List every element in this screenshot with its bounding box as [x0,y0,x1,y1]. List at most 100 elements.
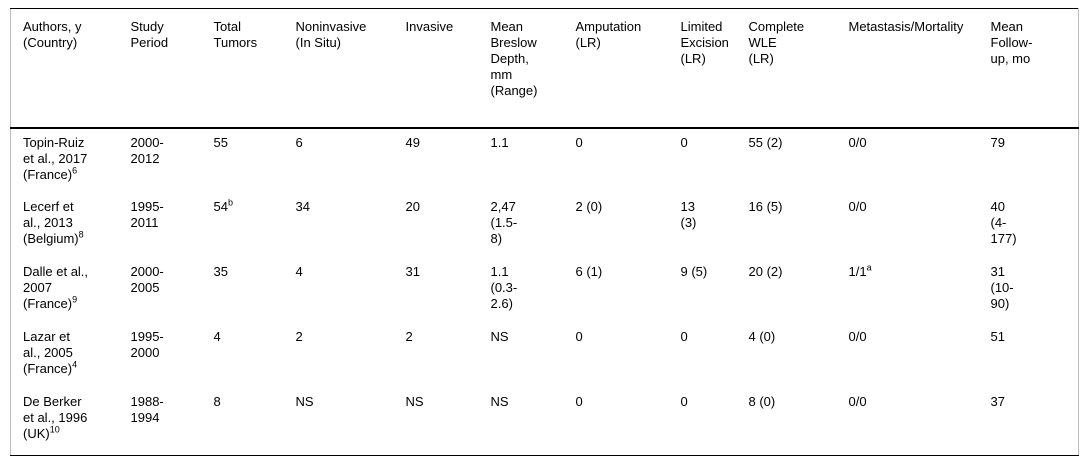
cell-value: 8 (0) [748,393,776,409]
cell-amputation: 0 [564,323,669,388]
cell-total-tumors: 8 [202,388,284,456]
cell-noninvasive: 4 [284,258,394,323]
cell-invasive: 20 [394,193,479,258]
col-header-follow-up: Mean Follow- up, mo [978,8,1079,129]
col-header-amputation: Amputation (LR) [563,8,669,129]
col-header-metastasis-mortality: Metastasis/Mortality [836,8,979,129]
cell-invasive: 2 [394,323,479,388]
cell-limited-excision: 9 (5) [669,258,737,323]
cell-value: 0/0 [848,134,867,150]
cell-total-tumors: 35 [202,258,284,323]
cell-limited-excision: 0 [669,323,737,388]
cell-follow-up: 40 (4- 177) [979,193,1079,258]
cell-value: 31 (10- 90) [990,263,1014,311]
cell-complete-wle: 8 (0) [737,388,837,456]
cell-noninvasive: NS [284,388,394,456]
cell-value: 34 [295,198,310,214]
column-header-label: Amputation (LR) [575,19,642,50]
cell-breslow-depth: NS [479,323,564,388]
cell-metastasis-mortality: 1/1a [837,258,979,323]
cell-value: 1995- 2011 [130,198,164,230]
cell-value: 1995- 2000 [130,328,164,360]
cell-authors: De Berker et al., 1996 (UK)10 [11,388,119,456]
row-dalle-2007: Dalle et al., 2007 (France)9 2000- 2005 … [11,258,1079,323]
column-header-label: Total Tumors [213,19,258,50]
cell-value: 31 [405,263,420,279]
col-header-authors: Authors, y (Country) [10,8,119,129]
cell-value: 0 [680,328,688,344]
cell-noninvasive: 2 [284,323,394,388]
cell-metastasis-mortality: 0/0 [837,128,979,193]
reference-superscript: 8 [78,229,84,240]
row-lazar-2005: Lazar et al., 2005 (France)4 1995- 2000 … [11,323,1079,388]
cell-value: 8 [213,393,221,409]
col-header-limited-excision: Limited Excision (LR) [668,8,737,129]
cell-value: 4 (0) [748,328,776,344]
cell-value: 37 [990,393,1005,409]
reference-superscript: 10 [49,424,60,435]
cell-value: 49 [405,134,420,150]
cell-value: 9 (5) [680,263,708,279]
cell-value: 2000- 2005 [130,263,164,295]
column-header-label: Invasive [405,19,454,34]
cell-value: Topin-Ruiz et al., 2017 (France) [23,134,88,182]
col-header-total-tumors: Total Tumors [201,8,284,129]
cell-invasive: NS [394,388,479,456]
cell-value: De Berker et al., 1996 (UK) [23,393,88,441]
cell-value: 1.1 [490,134,509,150]
cell-breslow-depth: 1.1 (0.3- 2.6) [479,258,564,323]
column-header-label: Metastasis/Mortality [848,19,964,34]
reference-superscript: 6 [72,165,78,176]
cell-invasive: 31 [394,258,479,323]
cell-value: 20 (2) [748,263,783,279]
cell-value: 54 [213,198,228,214]
cell-total-tumors: 4 [202,323,284,388]
cell-value: 1.1 (0.3- 2.6) [490,263,518,311]
cell-total-tumors: 54b [202,193,284,258]
cell-value: 0/0 [848,328,867,344]
cell-limited-excision: 0 [669,128,737,193]
footnote-superscript: b [227,197,233,208]
cell-value: 16 (5) [748,198,783,214]
col-header-study-period: Study Period [118,8,202,129]
cell-invasive: 49 [394,128,479,193]
column-header-label: Mean Follow- up, mo [990,19,1033,66]
cell-breslow-depth: 2,47 (1.5- 8) [479,193,564,258]
cell-value: Lazar et al., 2005 (France) [23,328,73,376]
cell-value: 1/1 [848,263,867,279]
cell-value: 2,47 (1.5- 8) [490,198,518,246]
cell-study-period: 2000- 2012 [119,128,202,193]
cell-breslow-depth: NS [479,388,564,456]
cell-value: NS [490,328,509,344]
footnote-superscript: a [866,262,872,273]
column-header-label: Complete WLE (LR) [748,19,805,66]
cell-value: 20 [405,198,420,214]
cell-amputation: 2 (0) [564,193,669,258]
col-header-noninvasive: Noninvasive (In Situ) [283,8,394,129]
cell-authors: Lazar et al., 2005 (France)4 [11,323,119,388]
cell-value: 2 (0) [575,198,603,214]
cell-value: 0 [575,134,583,150]
cell-follow-up: 31 (10- 90) [979,258,1079,323]
cell-follow-up: 79 [979,128,1079,193]
cell-limited-excision: 13 (3) [669,193,737,258]
cell-value: 2000- 2012 [130,134,164,166]
row-lecerf-2013: Lecerf et al., 2013 (Belgium)8 1995- 201… [11,193,1079,258]
cell-value: 2 [295,328,303,344]
studies-comparison-table: Authors, y (Country) Study Period Total … [10,8,1079,456]
col-header-invasive: Invasive [393,8,479,129]
cell-value: 4 [295,263,303,279]
cell-complete-wle: 20 (2) [737,258,837,323]
cell-value: 40 (4- 177) [990,198,1017,246]
cell-study-period: 2000- 2005 [119,258,202,323]
cell-value: 0 [680,393,688,409]
cell-complete-wle: 16 (5) [737,193,837,258]
cell-value: 51 [990,328,1005,344]
cell-value: 35 [213,263,228,279]
cell-noninvasive: 6 [284,128,394,193]
cell-value: 0/0 [848,198,867,214]
cell-value: 0 [575,328,583,344]
cell-amputation: 6 (1) [564,258,669,323]
cell-limited-excision: 0 [669,388,737,456]
column-header-label: Authors, y (Country) [23,19,82,50]
